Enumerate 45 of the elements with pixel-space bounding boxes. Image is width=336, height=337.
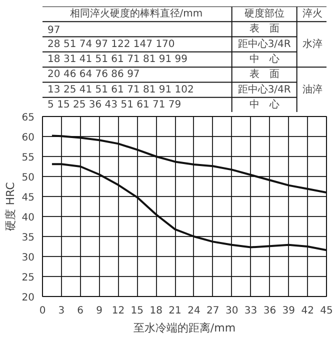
text: 20 46 64 76 86 97 <box>48 69 140 80</box>
text: 中 心 <box>249 53 280 65</box>
x-tick-label: 36 <box>263 306 276 316</box>
text: 13 25 41 51 61 71 81 91 102 <box>48 84 194 96</box>
y-tick-label: 20 <box>22 292 35 304</box>
x-tick-label: 6 <box>77 306 84 316</box>
text: 中 心 <box>249 98 280 110</box>
x-tick-label: 18 <box>150 306 162 316</box>
x-tick-label: 0 <box>39 306 46 316</box>
y-axis-title: 硬度 HRC <box>4 182 17 231</box>
x-axis-title: 至水冷端的距离/mm <box>133 322 236 334</box>
y-tick-label: 50 <box>22 172 35 184</box>
text: 硬度部位 <box>244 8 284 20</box>
text: 距中心3/4R <box>238 38 291 50</box>
text: 97 <box>48 25 60 36</box>
text: 水淬 <box>302 38 322 50</box>
y-tick-label: 55 <box>22 152 35 164</box>
text: 距中心3/4R <box>238 83 291 96</box>
text: 5 15 25 36 43 51 61 71 79 <box>48 99 182 110</box>
text: 表 面 <box>249 22 280 35</box>
x-tick-label: 39 <box>282 306 296 316</box>
y-tick-label: 35 <box>22 232 35 244</box>
text: 油淬 <box>302 83 322 96</box>
x-tick-label: 15 <box>130 306 144 316</box>
x-tick-label: 42 <box>301 306 314 316</box>
x-tick-label: 27 <box>206 306 220 316</box>
x-tick-label: 24 <box>188 306 200 316</box>
y-tick-label: 60 <box>22 132 35 144</box>
text: 相同淬火硬度的棒料直径/mm <box>70 8 203 20</box>
x-tick-label: 45 <box>320 306 333 316</box>
text: 淬火 <box>302 8 322 20</box>
x-tick-label: 9 <box>96 306 102 316</box>
y-tick-label: 30 <box>22 252 35 264</box>
x-tick-label: 3 <box>58 306 65 316</box>
y-tick-label: 45 <box>22 192 35 204</box>
x-tick-label: 33 <box>244 306 258 316</box>
x-tick-label: 12 <box>112 306 125 316</box>
text: 18 31 41 51 61 71 81 91 99 <box>48 54 188 65</box>
y-tick-label: 25 <box>22 272 35 284</box>
x-tick-label: 30 <box>225 306 238 316</box>
y-tick-label: 40 <box>22 212 35 224</box>
x-tick-label: 21 <box>168 306 182 316</box>
text: 表 面 <box>249 68 280 80</box>
text: 28 51 74 97 122 147 170 <box>48 38 175 50</box>
y-tick-label: 65 <box>22 112 35 124</box>
